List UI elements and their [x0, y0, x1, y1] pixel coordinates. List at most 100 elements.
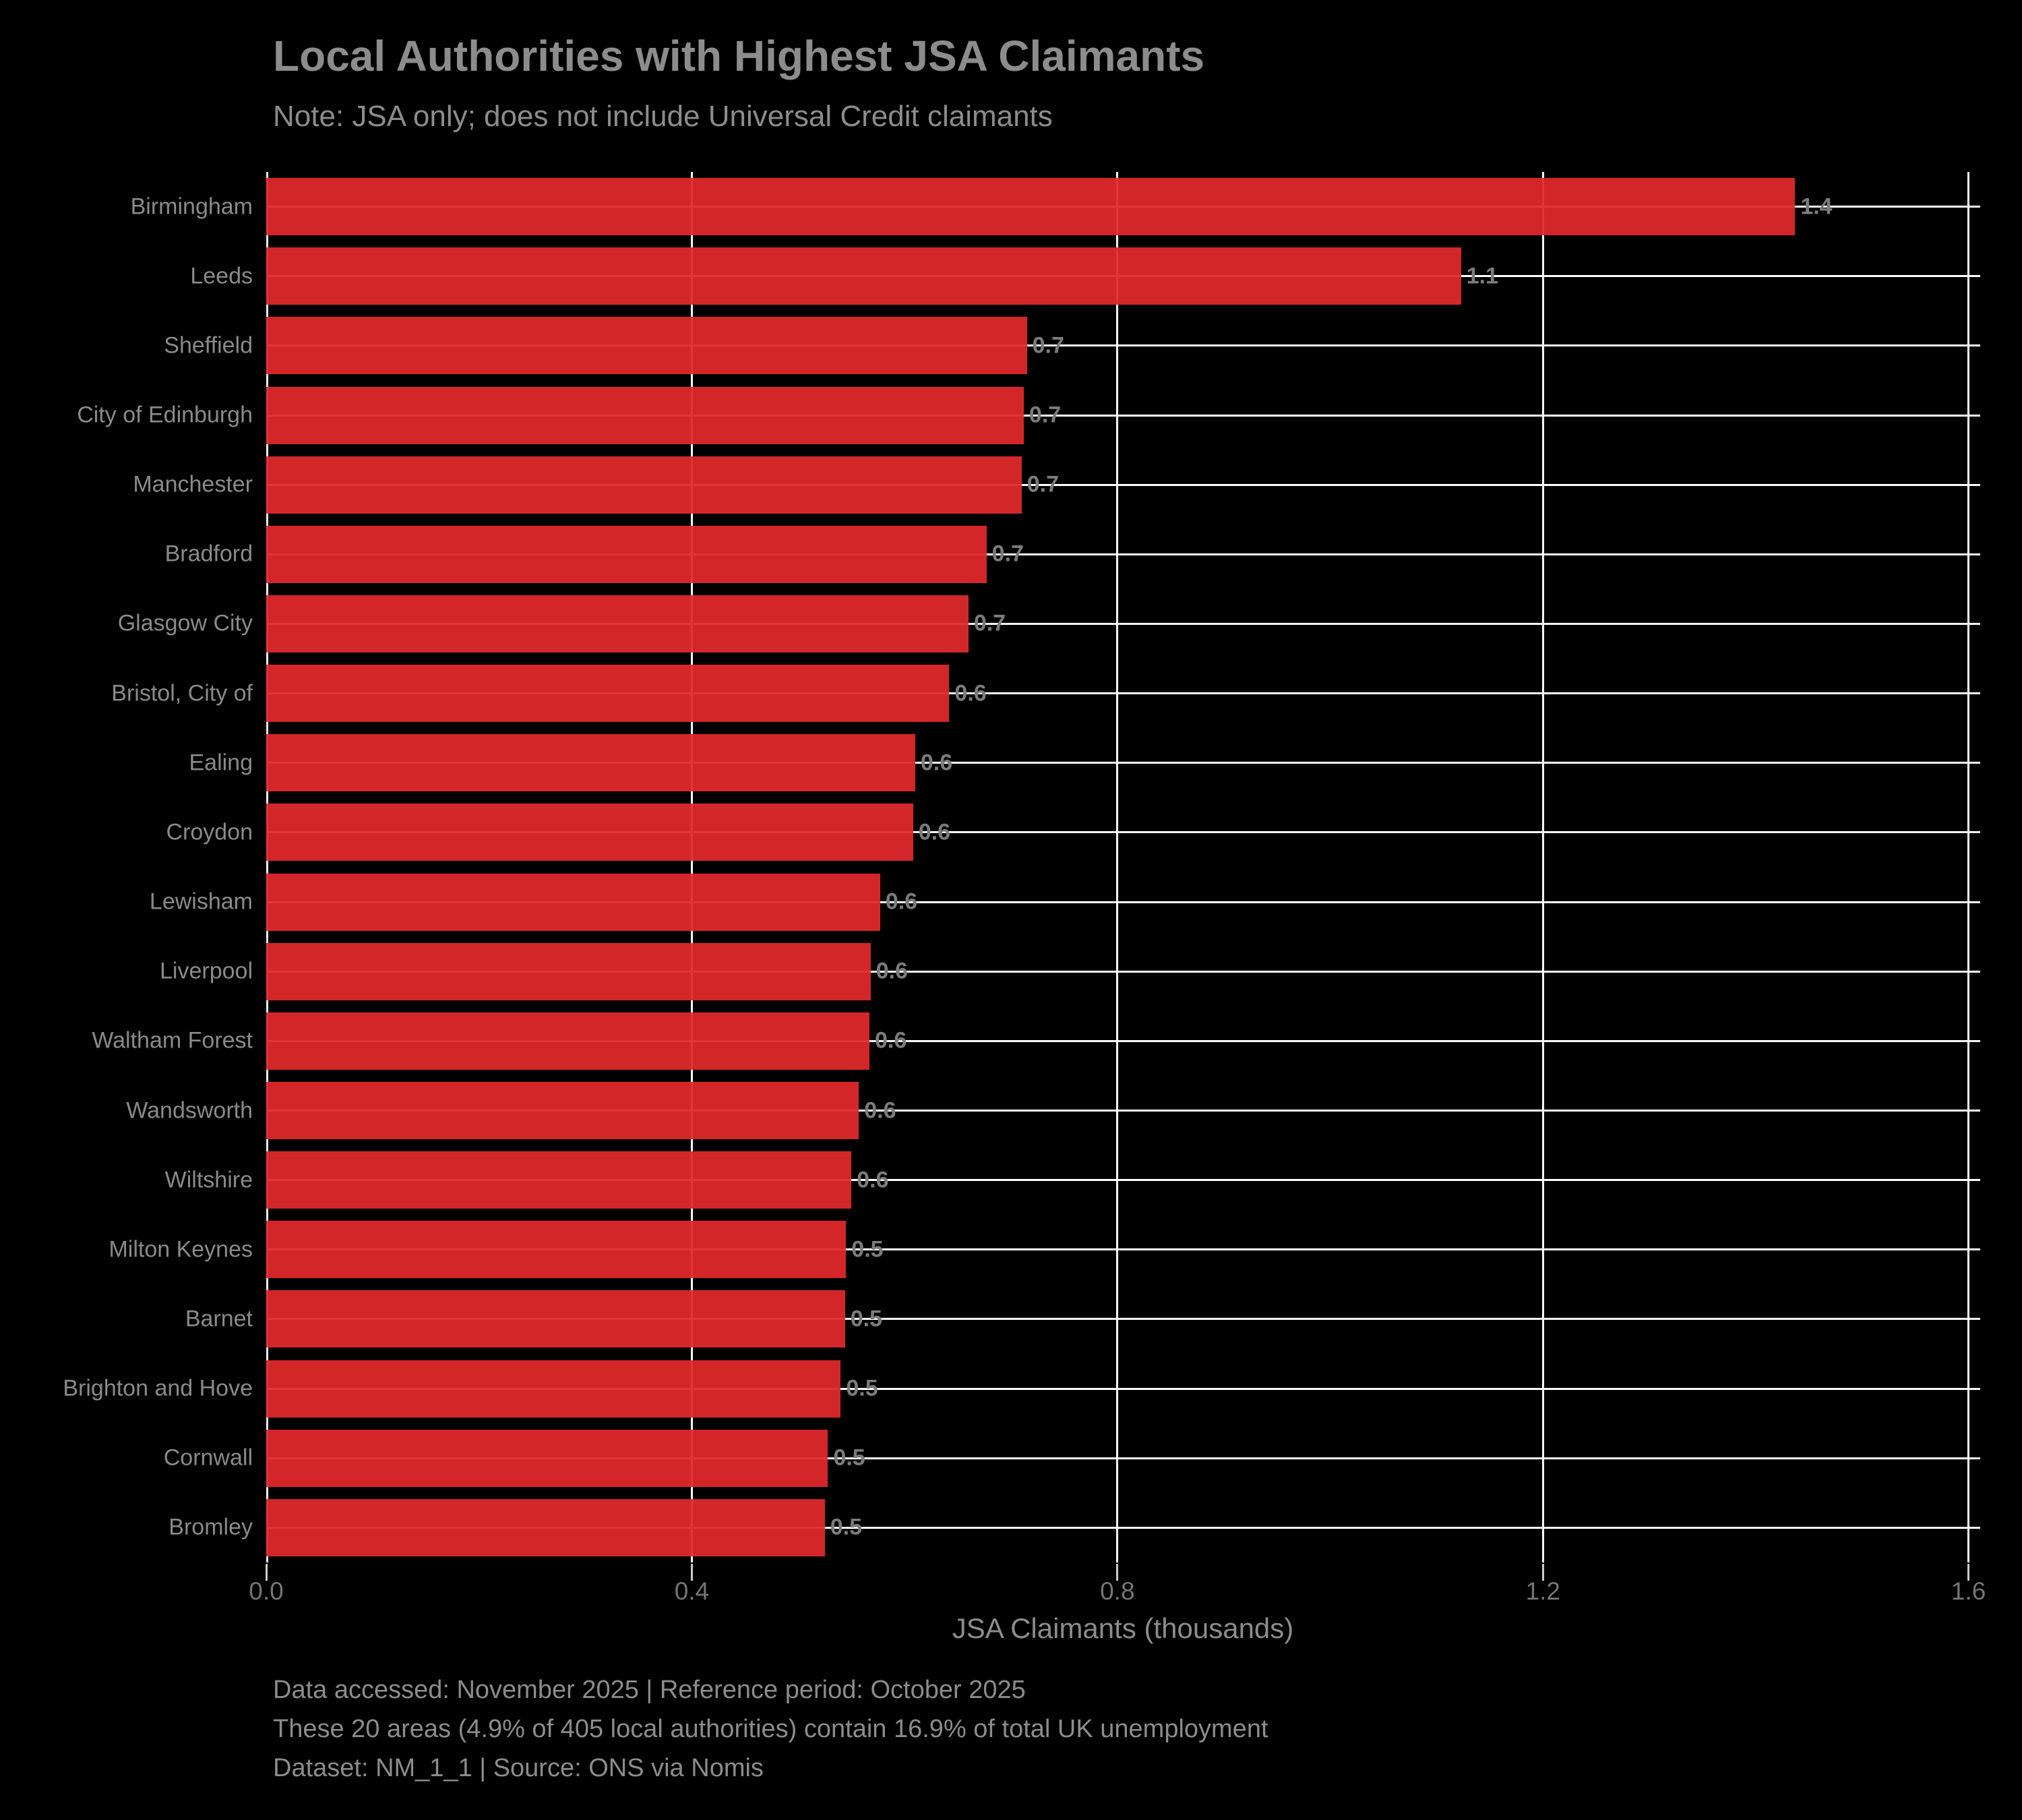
chart-title: Local Authorities with Highest JSA Claim…: [273, 32, 1205, 80]
bar-value-label: 0.5: [850, 1306, 882, 1332]
bar-milton-keynes: [266, 1221, 847, 1279]
category-label: Wandsworth: [126, 1097, 253, 1124]
bar-lewisham: [266, 873, 880, 931]
bar-value-label: 0.5: [851, 1236, 884, 1263]
x-tick-mark: [1967, 1564, 1970, 1581]
y-gridline: [266, 414, 1980, 417]
category-label: Sheffield: [164, 332, 253, 359]
bar-value-label: 0.5: [830, 1514, 862, 1540]
footer-line-coverage: These 20 areas (4.9% of 405 local author…: [273, 1715, 1268, 1743]
y-gridline: [266, 1387, 1980, 1390]
footer-line-accessed: Data accessed: November 2025 | Reference…: [273, 1676, 1026, 1704]
x-gridline: [1541, 172, 1544, 1563]
bar-value-label: 1.4: [1800, 193, 1833, 220]
plot-area: 1.4 1.1 0.7 0.7 0.7 0.7 0.7 0.6 0.6 0.6 0.6 0.6 0.6 0…: [266, 172, 1980, 1563]
footer-line-source: Dataset: NM_1_1 | Source: ONS via Nomis: [273, 1754, 764, 1782]
bar-glasgow-city: [266, 595, 969, 653]
bar-value-label: 0.6: [875, 1027, 907, 1054]
x-gridline: [690, 172, 693, 1563]
bar-value-label: 1.1: [1466, 263, 1498, 289]
category-label: Barnet: [185, 1306, 253, 1332]
bar-brighton-and-hove: [266, 1360, 841, 1418]
category-label: Liverpool: [160, 958, 253, 984]
y-gridline: [266, 1318, 1980, 1321]
category-label: Wiltshire: [164, 1167, 253, 1193]
bar-value-label: 0.6: [885, 888, 918, 915]
category-label: Lewisham: [149, 888, 253, 915]
bar-wiltshire: [266, 1151, 852, 1209]
y-gridline: [266, 1110, 1980, 1112]
category-label: Bristol, City of: [111, 680, 253, 706]
x-gridline: [1116, 172, 1119, 1563]
bar-value-label: 0.6: [857, 1167, 889, 1193]
bar-barnet: [266, 1290, 845, 1348]
bar-ealing: [266, 734, 915, 792]
y-gridline: [266, 1526, 1980, 1529]
bar-value-label: 0.5: [846, 1375, 878, 1401]
bar-city-of-edinburgh: [266, 386, 1024, 444]
y-axis-spine: [266, 172, 268, 1563]
bar-leeds: [266, 247, 1461, 305]
bar-birmingham: [266, 178, 1796, 236]
x-tick-label: 0.8: [1100, 1577, 1135, 1605]
x-tick-mark: [1541, 1564, 1544, 1581]
bar-value-label: 0.7: [1029, 402, 1062, 428]
category-label: Birmingham: [130, 193, 253, 220]
bar-value-label: 0.5: [833, 1445, 865, 1471]
y-gridline: [266, 831, 1980, 834]
bar-wandsworth: [266, 1082, 859, 1140]
category-label: Cornwall: [163, 1445, 253, 1471]
x-tick-label: 1.2: [1525, 1577, 1560, 1605]
bar-bradford: [266, 525, 987, 583]
bar-sheffield: [266, 317, 1027, 375]
bar-value-label: 0.7: [973, 610, 1006, 636]
bar-manchester: [266, 456, 1022, 514]
y-gridline: [266, 622, 1980, 625]
category-label: Leeds: [190, 263, 253, 289]
y-gridline: [266, 762, 1980, 764]
x-tick-mark: [265, 1564, 268, 1581]
bar-liverpool: [266, 942, 871, 1000]
y-gridline: [266, 553, 1980, 555]
x-tick-label: 0.0: [249, 1577, 284, 1605]
y-gridline: [266, 344, 1980, 347]
bar-value-label: 0.6: [876, 958, 908, 984]
x-tick-label: 0.4: [674, 1577, 710, 1605]
category-label: Milton Keynes: [109, 1236, 253, 1263]
bar-cornwall: [266, 1429, 828, 1487]
x-axis-title: JSA Claimants (thousands): [952, 1612, 1294, 1644]
x-tick-mark: [690, 1564, 693, 1581]
category-label: Bradford: [164, 541, 253, 567]
y-gridline: [266, 1039, 1980, 1042]
y-gridline: [266, 901, 1980, 903]
bar-bristol-city-of: [266, 665, 950, 723]
y-gridline: [266, 1248, 1980, 1251]
x-tick-mark: [1116, 1564, 1119, 1581]
bar-value-label: 0.6: [918, 819, 950, 845]
category-label: Waltham Forest: [92, 1027, 253, 1054]
category-label: Manchester: [133, 471, 253, 497]
y-gridline: [266, 692, 1980, 695]
bar-value-label: 0.7: [1027, 471, 1060, 497]
bar-waltham-forest: [266, 1012, 870, 1070]
bar-value-label: 0.6: [920, 750, 953, 776]
chart-subtitle: Note: JSA only; does not include Univers…: [273, 100, 1053, 133]
x-tick-label: 1.6: [1951, 1577, 1986, 1605]
category-label: Ealing: [189, 750, 253, 776]
bar-croydon: [266, 803, 913, 861]
bar-bromley: [266, 1498, 825, 1556]
category-label: Croydon: [166, 819, 253, 845]
category-label: Brighton and Hove: [63, 1375, 253, 1401]
x-gridline: [1967, 172, 1970, 1563]
y-gridline: [266, 483, 1980, 486]
bar-value-label: 0.6: [864, 1097, 896, 1124]
footer-notes: Data accessed: November 2025 | Reference…: [273, 1670, 1268, 1788]
y-gridline: [266, 970, 1980, 973]
y-gridline: [266, 1457, 1980, 1459]
bar-value-label: 0.6: [954, 680, 987, 706]
bar-value-label: 0.7: [1032, 332, 1064, 359]
bar-value-label: 0.7: [991, 541, 1024, 567]
category-label: Glasgow City: [117, 610, 253, 636]
category-label: City of Edinburgh: [77, 402, 253, 428]
